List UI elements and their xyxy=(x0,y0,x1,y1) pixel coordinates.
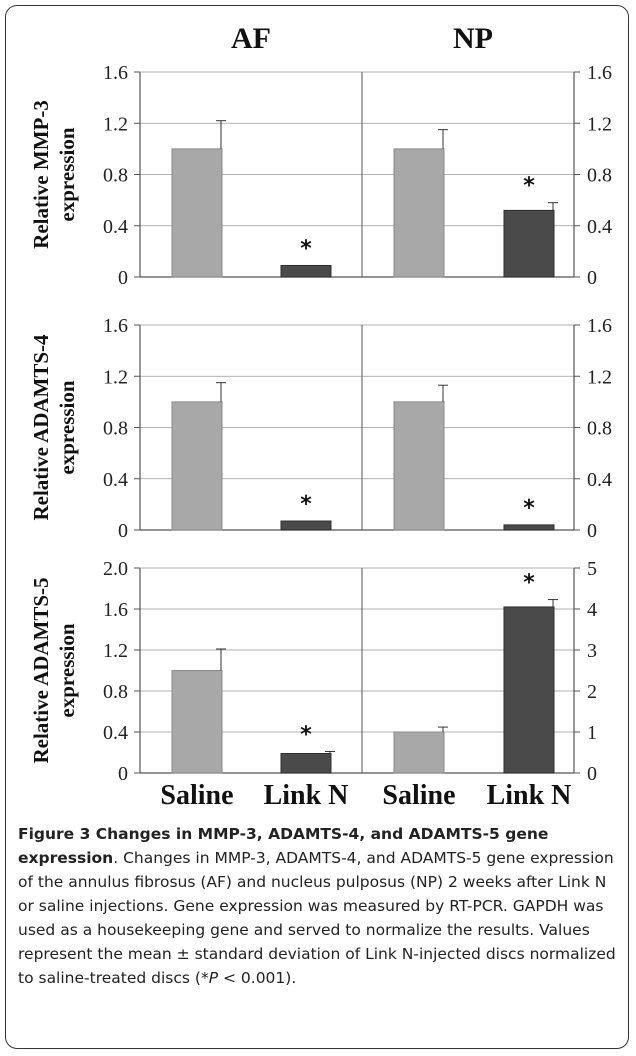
x-category-label: Saline xyxy=(160,780,233,811)
left-tick-label: 0.4 xyxy=(103,469,128,491)
column-header-np: NP xyxy=(453,22,493,55)
caption-body: . Changes in MMP-3, ADAMTS-4, and ADAMTS… xyxy=(18,849,616,987)
left-tick-label: 0.8 xyxy=(103,418,128,440)
caption-p-italic: P xyxy=(208,969,219,987)
x-category-label: Saline xyxy=(382,780,455,811)
significance-star: * xyxy=(523,496,535,521)
right-tick-label: 0.4 xyxy=(587,469,612,491)
bar-np-link-n xyxy=(503,209,555,278)
y-axis-label: Relative ADAMTS-4 xyxy=(29,334,53,521)
left-tick-label: 0.8 xyxy=(103,681,128,703)
bar-np-saline xyxy=(393,148,445,278)
bar-af-saline xyxy=(171,670,223,774)
significance-star: * xyxy=(300,236,312,261)
y-axis-label: expression xyxy=(55,380,79,474)
right-tick-label: 0.8 xyxy=(587,165,612,187)
right-tick-label: 1.2 xyxy=(587,366,612,388)
left-tick-label: 1.2 xyxy=(103,113,128,135)
right-tick-label: 0.4 xyxy=(587,216,612,238)
x-category-label: Link N xyxy=(264,780,349,811)
left-tick-label: 1.2 xyxy=(103,366,128,388)
left-tick-label: 1.2 xyxy=(103,640,128,662)
significance-star: * xyxy=(523,174,535,199)
x-category-label: Link N xyxy=(487,780,572,811)
right-tick-label: 1.6 xyxy=(587,315,612,337)
left-tick-label: 1.6 xyxy=(103,599,128,621)
left-tick-label: 0 xyxy=(118,763,128,785)
left-tick-label: 0.4 xyxy=(103,216,128,238)
significance-star: * xyxy=(300,722,312,747)
right-tick-label: 2 xyxy=(587,681,597,703)
bar-af-saline xyxy=(171,401,223,531)
left-tick-label: 0 xyxy=(118,520,128,542)
column-header-af: AF xyxy=(231,22,271,55)
right-tick-label: 0 xyxy=(587,763,597,785)
right-tick-label: 0 xyxy=(587,267,597,289)
bar-af-link-n xyxy=(280,264,332,278)
right-tick-label: 5 xyxy=(587,558,597,580)
bar-af-link-n xyxy=(280,520,332,531)
bar-af-link-n xyxy=(280,753,332,774)
left-tick-label: 2.0 xyxy=(103,558,128,580)
bar-np-saline xyxy=(393,731,445,774)
left-tick-label: 1.6 xyxy=(103,315,128,337)
left-tick-label: 0.4 xyxy=(103,722,128,744)
significance-star: * xyxy=(300,492,312,517)
bar-af-saline xyxy=(171,148,223,278)
bar-np-saline xyxy=(393,401,445,531)
y-axis-label: Relative MMP-3 xyxy=(29,100,53,249)
right-tick-label: 3 xyxy=(587,640,597,662)
left-tick-label: 0.8 xyxy=(103,165,128,187)
caption-title: Figure 3 Changes in MMP-3, ADAMTS-4, and… xyxy=(18,825,549,867)
bar-np-link-n xyxy=(503,606,555,774)
right-tick-label: 0.8 xyxy=(587,418,612,440)
right-tick-label: 1 xyxy=(587,722,597,744)
figure-caption: Figure 3 Changes in MMP-3, ADAMTS-4, and… xyxy=(18,822,622,990)
y-axis-label: expression xyxy=(55,623,79,717)
caption-p-rest: < 0.001). xyxy=(218,969,297,987)
right-tick-label: 0 xyxy=(587,520,597,542)
left-tick-label: 0 xyxy=(118,267,128,289)
y-axis-label: expression xyxy=(55,127,79,221)
left-tick-label: 1.6 xyxy=(103,62,128,84)
significance-star: * xyxy=(523,571,535,596)
figure-chart: AF NP 0 0.4 0.8 1.2 1.6 0 0.4 0.8 1.2 1.6 Relative M… xyxy=(29,22,612,811)
bar-np-link-n xyxy=(503,524,555,531)
right-tick-label: 1.2 xyxy=(587,113,612,135)
right-tick-label: 4 xyxy=(587,599,597,621)
right-tick-label: 1.6 xyxy=(587,62,612,84)
y-axis-label: Relative ADAMTS-5 xyxy=(29,577,53,763)
